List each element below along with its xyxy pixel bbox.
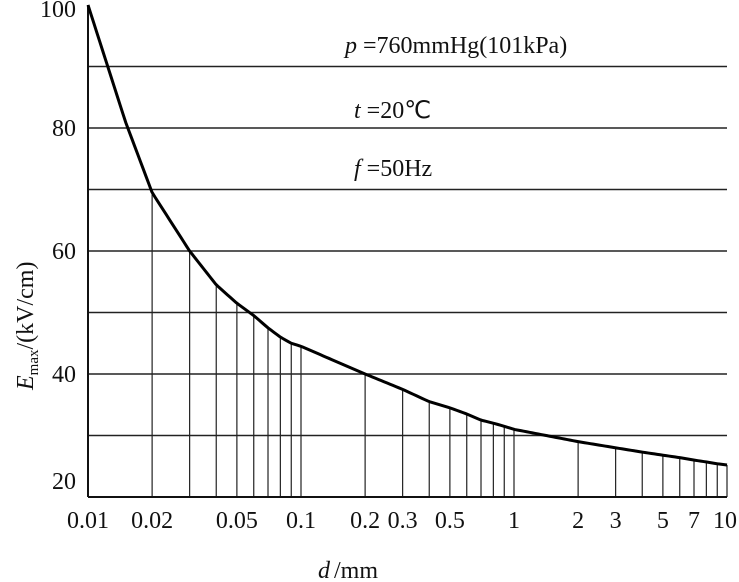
series-curve (86, 4, 728, 467)
x-tick-label: 7 (688, 508, 700, 534)
horizontal-gridlines (88, 65, 727, 437)
y-axis-label: Emax/(kV/cm) (13, 262, 42, 391)
x-axis-label: d/mm (318, 558, 378, 582)
x-tick-label: 10 (713, 508, 737, 534)
x-tick-label: 2 (572, 508, 584, 534)
x-tick-label: 5 (657, 508, 669, 534)
x-tick-label: 0.01 (67, 508, 109, 534)
x-tick-label: 0.2 (350, 508, 380, 534)
data-curve (86, 4, 728, 467)
y-tick-labels: 20 40 60 80 100 (40, 0, 76, 495)
vertical-drop-lines (151, 192, 728, 497)
y-tick-label: 80 (52, 116, 76, 142)
x-tick-label: 0.3 (388, 508, 418, 534)
x-tick-label: 3 (610, 508, 622, 534)
axes (87, 5, 727, 498)
x-tick-label: 0.5 (435, 508, 465, 534)
y-tick-label: 60 (52, 239, 76, 265)
x-tick-label: 0.1 (286, 508, 316, 534)
x-tick-label: 0.02 (131, 508, 173, 534)
y-tick-label: 20 (52, 469, 76, 495)
annotation-temperature: t =20℃ (354, 98, 431, 124)
y-tick-label: 40 (52, 362, 76, 388)
y-tick-label: 100 (40, 0, 76, 23)
x-tick-label: 1 (508, 508, 520, 534)
x-tick-labels: 0.01 0.02 0.05 0.1 0.2 0.3 0.5 1 2 3 5 7 10 (67, 508, 737, 534)
annotation-pressure: p =760mmHg(101kPa) (343, 33, 567, 59)
annotation-frequency: f =50Hz (354, 156, 432, 182)
x-tick-label: 0.05 (216, 508, 258, 534)
